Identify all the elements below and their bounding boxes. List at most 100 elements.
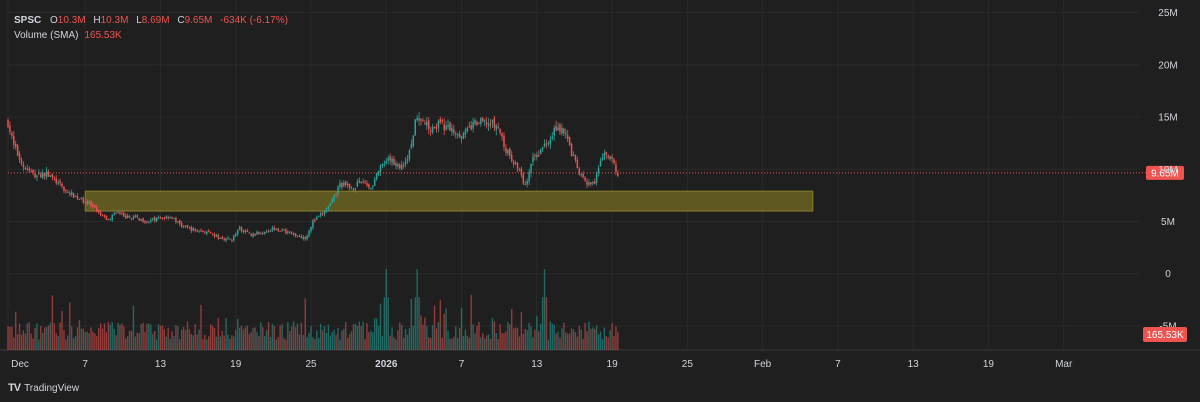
volume-sma-label: 165.53K xyxy=(1146,330,1184,341)
candle-body xyxy=(348,183,351,188)
volume-bar xyxy=(399,322,401,350)
volume-bar xyxy=(291,326,293,350)
candle-body xyxy=(61,183,63,187)
volume-bar xyxy=(431,324,434,350)
candle-body xyxy=(298,236,301,238)
volume-bar xyxy=(136,332,139,350)
candle-body xyxy=(414,119,416,136)
volume-bar xyxy=(345,322,347,350)
volume-bar xyxy=(582,339,584,350)
candle-body xyxy=(563,128,565,134)
candle-body xyxy=(70,192,73,195)
candle-body xyxy=(559,124,561,132)
volume-bar xyxy=(200,304,202,350)
candle-body xyxy=(171,217,173,219)
volume-bar xyxy=(393,337,395,350)
candle-body xyxy=(543,143,546,147)
volume-bar xyxy=(98,327,100,350)
volume-bar xyxy=(613,335,615,350)
volume-bar xyxy=(88,333,90,350)
volume-bar xyxy=(161,325,164,350)
candle-body xyxy=(312,220,314,228)
candle-body xyxy=(283,229,285,231)
volume-bar xyxy=(51,295,54,350)
candle-body xyxy=(184,225,187,227)
volume-bar xyxy=(511,309,513,350)
candle-body xyxy=(470,125,472,130)
x-tick-label: 25 xyxy=(682,359,694,370)
candle-body xyxy=(603,153,606,159)
volume-indicator-label[interactable]: Volume (SMA) xyxy=(14,30,79,41)
volume-bar xyxy=(343,328,345,350)
candle-body xyxy=(277,228,279,231)
volume-bar xyxy=(150,324,152,350)
candle-body xyxy=(389,156,391,161)
symbol-label[interactable]: SPSC xyxy=(14,15,42,26)
candle-body xyxy=(578,168,581,175)
candle-body xyxy=(474,119,476,124)
volume-bar xyxy=(36,323,38,350)
volume-bar xyxy=(555,333,557,350)
volume-bar xyxy=(428,337,430,350)
candle-body xyxy=(518,169,521,171)
candle-body xyxy=(233,235,235,241)
volume-bar xyxy=(325,333,328,350)
candle-body xyxy=(45,170,48,178)
x-tick-label: 13 xyxy=(531,359,543,370)
y-tick-label: 25M xyxy=(1158,8,1177,19)
volume-bar xyxy=(323,326,326,350)
candle-body xyxy=(107,219,110,221)
volume-bar xyxy=(470,294,472,350)
volume-bar xyxy=(354,324,357,350)
candle-body xyxy=(271,227,274,231)
volume-bar xyxy=(84,332,86,350)
volume-bar xyxy=(472,324,474,350)
volume-bar xyxy=(520,311,523,350)
candle-body xyxy=(198,231,200,233)
volume-bar xyxy=(592,327,594,350)
volume-bar xyxy=(128,330,131,350)
volume-bar xyxy=(208,336,210,350)
volume-bar xyxy=(265,330,268,350)
candle-body xyxy=(325,209,328,213)
candle-body xyxy=(393,158,395,165)
candle-body xyxy=(466,127,469,131)
candle-body xyxy=(11,133,13,136)
last-price-badge xyxy=(1146,165,1184,180)
volume-bar xyxy=(372,332,374,350)
candle-body xyxy=(200,230,202,232)
volume-bar xyxy=(379,303,382,350)
volume-bar xyxy=(190,334,193,350)
volume-bar xyxy=(601,339,604,350)
candle-body xyxy=(229,238,231,240)
candle-body xyxy=(267,230,270,232)
candle-body xyxy=(536,154,538,158)
volume-bar xyxy=(275,339,277,350)
volume-bar xyxy=(38,339,40,350)
x-axis[interactable]: Dec 7 13 19 25 2026 7 13 19 25 Feb 7 13 19 Mar xyxy=(11,359,1073,370)
candle-body xyxy=(501,133,503,137)
volume-bar xyxy=(254,327,256,350)
candle-body xyxy=(553,127,555,136)
volume-bar xyxy=(74,336,77,350)
volume-bar xyxy=(78,320,81,350)
volume-bar xyxy=(586,331,588,350)
candle-body xyxy=(194,229,196,231)
volume-bar xyxy=(422,324,424,350)
candle-body xyxy=(406,158,409,161)
candle-body xyxy=(252,233,254,237)
volume-bar xyxy=(20,334,23,350)
tradingview-brand[interactable]: TV TradingView xyxy=(8,382,79,394)
candle-body xyxy=(202,230,204,232)
volume-bar xyxy=(362,321,364,350)
candle-body xyxy=(92,204,94,207)
candle-body xyxy=(427,120,430,129)
volume-bar xyxy=(611,323,613,350)
candle-body xyxy=(356,181,359,187)
candle-body xyxy=(128,215,131,218)
candle-body xyxy=(148,221,150,223)
x-tick-label: 19 xyxy=(230,359,242,370)
volume-bar xyxy=(416,269,418,350)
